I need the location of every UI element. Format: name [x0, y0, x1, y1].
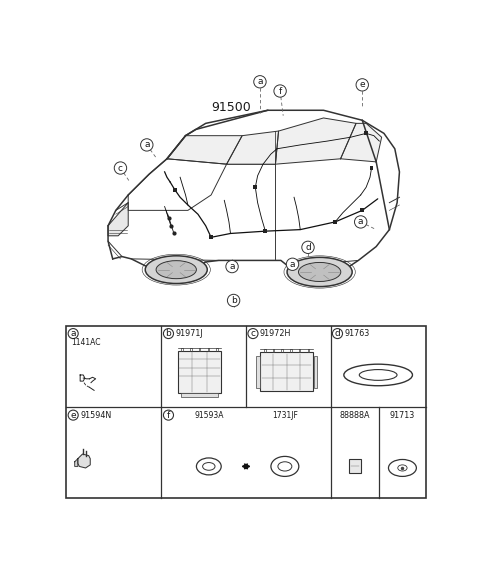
- Polygon shape: [108, 203, 128, 236]
- Bar: [253, 185, 257, 189]
- Circle shape: [163, 329, 173, 338]
- Text: a: a: [358, 217, 363, 226]
- Ellipse shape: [287, 258, 352, 286]
- Text: e: e: [71, 410, 76, 419]
- Bar: [348, 460, 361, 473]
- Bar: [256, 356, 260, 388]
- Ellipse shape: [156, 261, 196, 278]
- Polygon shape: [340, 123, 382, 162]
- Circle shape: [248, 329, 258, 338]
- Polygon shape: [78, 454, 90, 468]
- Polygon shape: [167, 136, 242, 164]
- Text: 1731JF: 1731JF: [272, 410, 298, 419]
- Circle shape: [286, 258, 299, 271]
- Text: f: f: [278, 87, 282, 96]
- Bar: [370, 166, 373, 170]
- Ellipse shape: [299, 263, 341, 281]
- Bar: [313, 356, 317, 388]
- Text: 91500: 91500: [211, 101, 251, 114]
- Ellipse shape: [145, 256, 207, 284]
- Bar: [66, 326, 426, 498]
- Polygon shape: [276, 118, 356, 164]
- Circle shape: [274, 85, 286, 97]
- Text: e: e: [360, 80, 365, 89]
- Text: c: c: [118, 164, 123, 173]
- Text: f: f: [167, 410, 170, 419]
- Circle shape: [226, 260, 238, 273]
- Text: a: a: [71, 329, 76, 338]
- Text: 91594N: 91594N: [80, 410, 111, 419]
- Bar: [173, 188, 177, 191]
- Bar: [209, 235, 213, 239]
- Bar: [264, 229, 267, 233]
- Text: c: c: [251, 329, 255, 338]
- Text: a: a: [144, 140, 150, 149]
- Bar: [178, 351, 221, 393]
- Bar: [180, 393, 218, 397]
- Circle shape: [355, 216, 367, 228]
- Text: b: b: [231, 296, 237, 305]
- Bar: [260, 352, 313, 392]
- Text: 91713: 91713: [390, 410, 415, 419]
- Bar: [333, 220, 337, 224]
- Circle shape: [228, 294, 240, 307]
- Circle shape: [254, 76, 266, 88]
- Text: 91763: 91763: [345, 329, 370, 338]
- Polygon shape: [75, 458, 78, 466]
- Circle shape: [163, 410, 173, 420]
- Text: a: a: [290, 260, 295, 269]
- Text: d: d: [335, 329, 340, 338]
- Circle shape: [141, 139, 153, 151]
- Circle shape: [333, 329, 343, 338]
- Text: 91972H: 91972H: [260, 329, 291, 338]
- Text: a: a: [229, 262, 235, 271]
- Polygon shape: [227, 131, 278, 164]
- Circle shape: [302, 241, 314, 254]
- Text: 88888A: 88888A: [339, 410, 370, 419]
- Text: a: a: [257, 78, 263, 86]
- Bar: [360, 208, 364, 212]
- Bar: [364, 131, 368, 135]
- Circle shape: [68, 329, 78, 338]
- Text: 91971J: 91971J: [176, 329, 203, 338]
- Text: 1141AC: 1141AC: [71, 338, 100, 348]
- Circle shape: [68, 410, 78, 420]
- Text: d: d: [305, 243, 311, 252]
- Text: 91593A: 91593A: [194, 410, 224, 419]
- Circle shape: [114, 162, 127, 174]
- Circle shape: [356, 79, 369, 91]
- Text: b: b: [166, 329, 171, 338]
